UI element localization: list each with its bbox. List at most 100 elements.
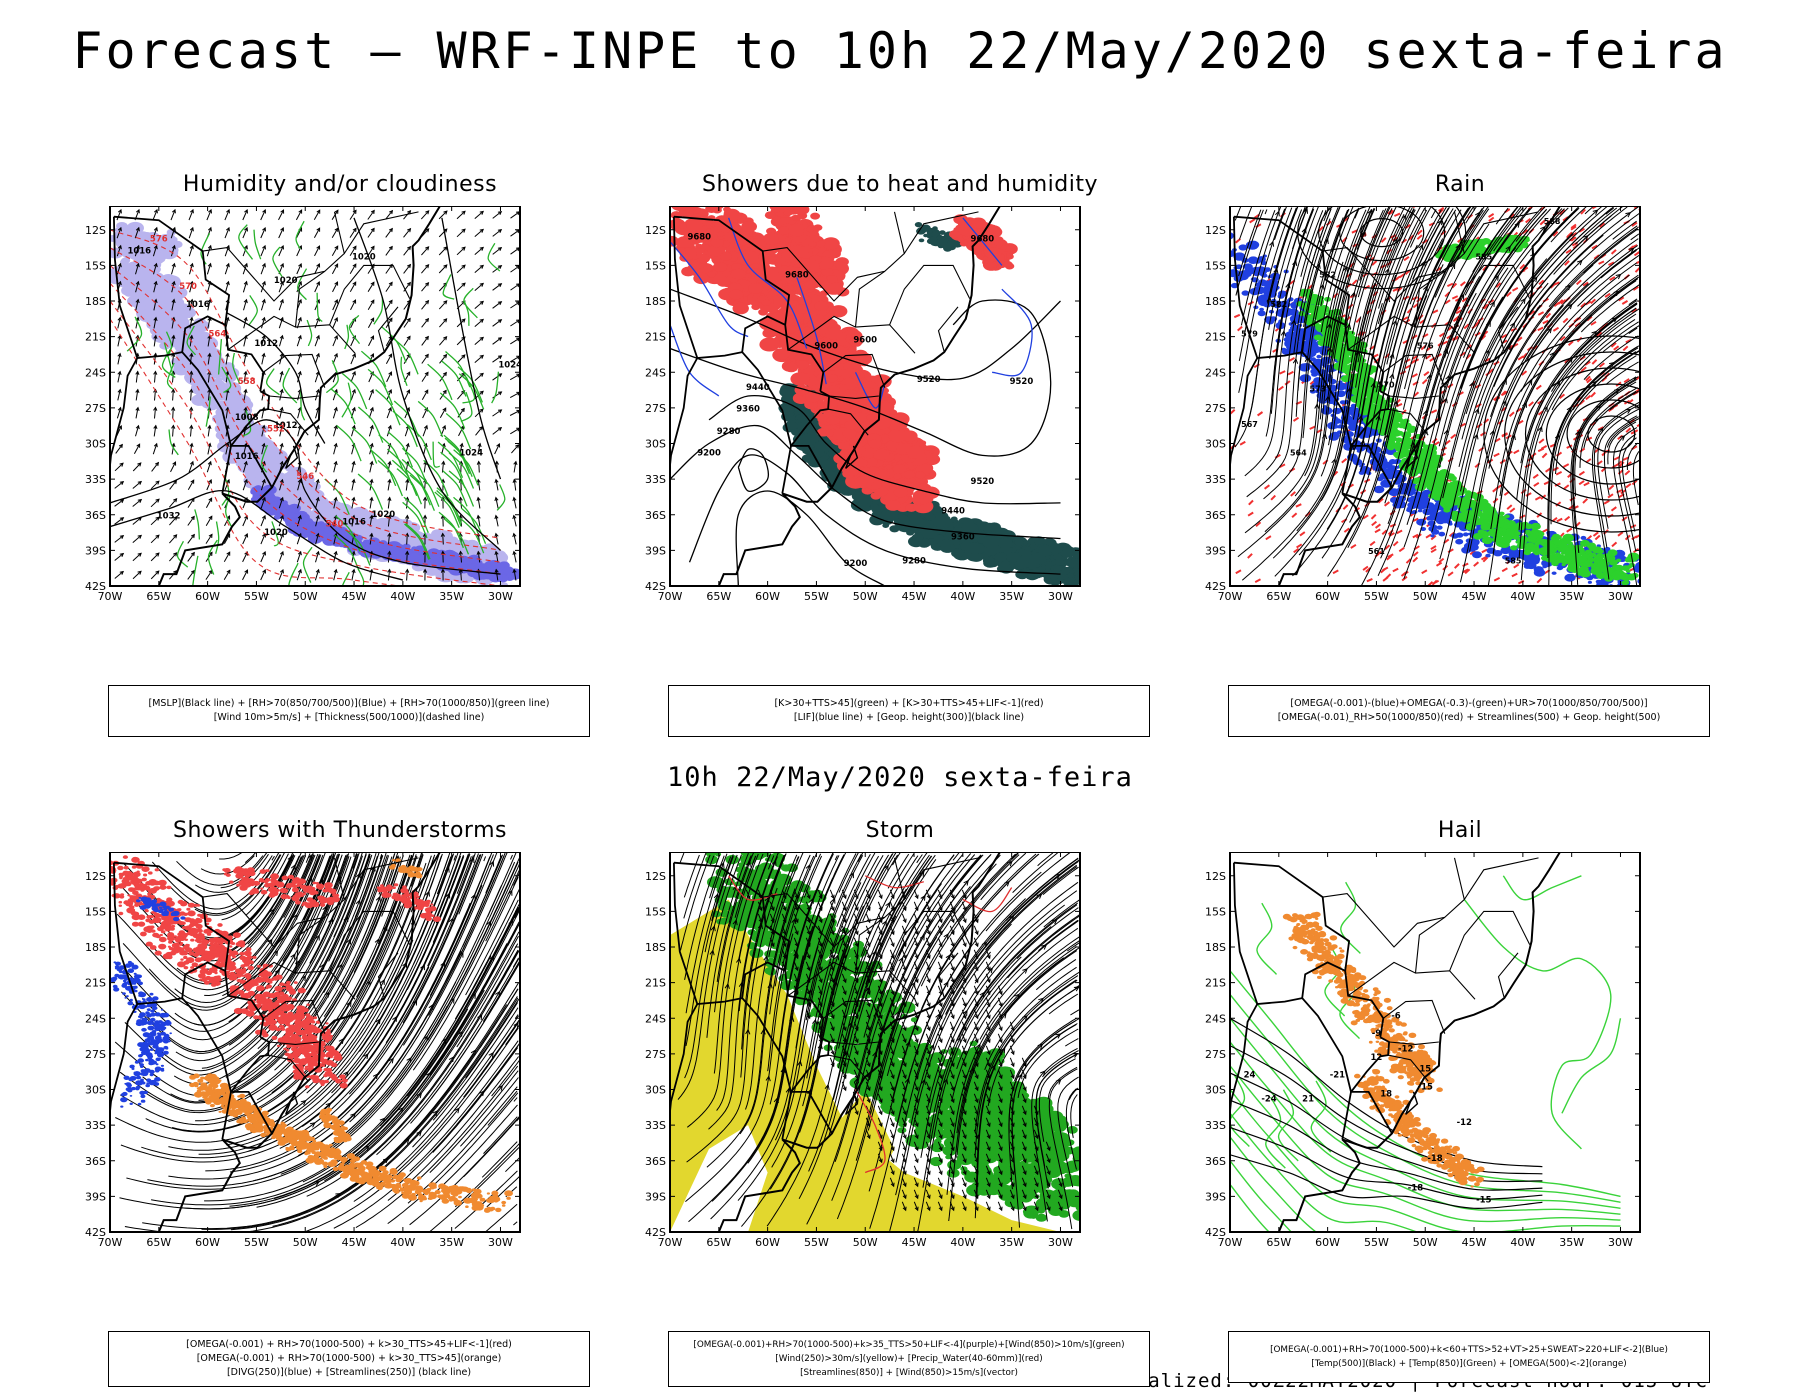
lat-tick-label: 12S (85, 870, 106, 883)
legend-rain: [OMEGA(-0.001)-(blue)+OMEGA(-0.3)-(green… (1228, 685, 1710, 737)
contour-label: 585 (1505, 556, 1522, 565)
lon-tick-label: 45W (1462, 1236, 1487, 1249)
lat-tick-label: 42S (645, 1226, 666, 1239)
lat-tick-label: 15S (1205, 905, 1226, 918)
lat-tick-label: 15S (85, 905, 106, 918)
contour-label: 9600 (853, 336, 877, 346)
lon-tick-label: 50W (1413, 590, 1438, 603)
contour-label: 582 (1270, 300, 1287, 309)
map-rain: 588 585 582 579 576 573 570 567 564 561 585 582 12S 1… (1180, 206, 1740, 676)
lon-tick-label: 55W (1364, 590, 1389, 603)
lat-tick-label: 18S (645, 941, 666, 954)
lon-tick-label: 40W (1510, 1236, 1535, 1249)
legend-line: [OMEGA(-0.001)+RH>70(1000-500)+k>35_TTS>… (693, 1340, 1125, 1350)
lon-tick-label: 50W (853, 1236, 878, 1249)
lon-tick-label: 45W (902, 1236, 927, 1249)
contour-label: 582 (1319, 270, 1336, 279)
lon-tick-label: 60W (1315, 590, 1340, 603)
lat-tick-label: 27S (85, 1048, 106, 1061)
lat-tick-label: 33S (85, 1119, 106, 1132)
lat-tick-label: 24S (85, 366, 106, 379)
panel-title: Storm (865, 818, 935, 843)
map-thunderstorms: 12S 15S 18S 21S 24S 27S 30S 33S 36S 39S 42S 70W 65W 6… (60, 852, 620, 1322)
lat-tick-label: 39S (1205, 544, 1226, 557)
legend-line: [DIVG(250)](blue) + [Streamlines(250)] (… (226, 1367, 472, 1378)
lon-tick-label: 35W (999, 590, 1024, 603)
lon-tick-label: 45W (902, 590, 927, 603)
contour-label: 18 (1380, 1090, 1392, 1100)
contour-label: 9280 (902, 556, 926, 566)
contour-label: -18 (1408, 1183, 1423, 1193)
contour-label: 1020 (352, 252, 376, 262)
lon-tick-label: 35W (439, 590, 464, 603)
contour-label: 1020 (274, 276, 298, 286)
lon-tick-label: 60W (1315, 1236, 1340, 1249)
contour-label: 1012 (274, 421, 298, 431)
contour-label: 561 (1368, 547, 1385, 556)
panel-title: Rain (1434, 172, 1486, 197)
lon-tick-label: 70W (1218, 1236, 1243, 1249)
lat-tick-label: 36S (85, 509, 106, 522)
lat-tick-label: 33S (1205, 1119, 1226, 1132)
map-showers-heat: 9680 9600 9520 9440 9360 9280 9200 9200 9280 9360… (620, 206, 1180, 676)
lat-tick-label: 12S (1205, 870, 1226, 883)
lat-tick-label: 39S (645, 544, 666, 557)
contour-label: 9680 (687, 232, 711, 242)
legend-line: [OMEGA(-0.001) + RH>70(1000-500) + k>30_… (196, 1353, 502, 1364)
lat-tick-label: 18S (1205, 941, 1226, 954)
lat-tick-label: 21S (1205, 977, 1226, 990)
panel-storm: Storm 12S 15S 18S 21S 24S 27S 30S 33S 36S 39S 42S 7… (620, 818, 1180, 1387)
lon-tick-label: 55W (244, 590, 269, 603)
lat-tick-label: 12S (645, 870, 666, 883)
lat-tick-label: 24S (1205, 366, 1226, 379)
lat-tick-label: 30S (85, 1084, 106, 1097)
contour-label: 1024 (459, 448, 483, 458)
lat-tick-label: 18S (645, 295, 666, 308)
lon-tick-label: 35W (439, 1236, 464, 1249)
lon-tick-label: 70W (98, 1236, 123, 1249)
panel-thunderstorms: Showers with Thunderstorms 12S 15S 18S 21S 2… (60, 818, 620, 1387)
contour-label: -9 (1372, 1029, 1382, 1039)
valid-time-subtitle: 10h 22/May/2020 sexta-feira (667, 762, 1133, 793)
contour-label: 15 (1419, 1065, 1431, 1075)
lat-tick-label: 36S (1205, 509, 1226, 522)
lon-tick-label: 65W (146, 590, 171, 603)
panel-showers-heat: Showers due to heat and humidity 9680 960… (620, 172, 1180, 737)
contour-label: 588 (1544, 217, 1561, 226)
lon-tick-label: 70W (658, 590, 683, 603)
contour-label: 12 (1371, 1053, 1383, 1063)
lat-tick-label: 21S (645, 331, 666, 344)
contour-label: 540 (326, 520, 344, 530)
lat-tick-label: 39S (645, 1190, 666, 1203)
lat-tick-label: 27S (645, 1048, 666, 1061)
contour-label: 9440 (941, 507, 965, 517)
lon-tick-label: 45W (342, 590, 367, 603)
contour-label: 9680 (971, 235, 995, 245)
lon-tick-label: 45W (1462, 590, 1487, 603)
contour-label: -24 (1261, 1094, 1276, 1104)
lat-tick-label: 42S (85, 1226, 106, 1239)
lon-tick-label: 40W (950, 1236, 975, 1249)
contour-label: 570 (1378, 381, 1395, 390)
lat-tick-label: 36S (645, 1155, 666, 1168)
lon-tick-label: 70W (1218, 590, 1243, 603)
lon-tick-label: 55W (244, 1236, 269, 1249)
lon-tick-label: 70W (658, 1236, 683, 1249)
lon-tick-label: 45W (342, 1236, 367, 1249)
lon-tick-label: 55W (1364, 1236, 1389, 1249)
lon-tick-label: 65W (706, 590, 731, 603)
lon-tick-label: 35W (999, 1236, 1024, 1249)
contour-label: -15 (1476, 1195, 1491, 1205)
contour-label: 1016 (127, 247, 151, 257)
lat-tick-label: 33S (85, 473, 106, 486)
legend-line: [MSLP](Black line) + [RH>70(850/700/500)… (148, 698, 550, 709)
lon-tick-label: 35W (1559, 1236, 1584, 1249)
lat-tick-label: 39S (85, 1190, 106, 1203)
lat-tick-label: 36S (645, 509, 666, 522)
lon-tick-label: 60W (755, 590, 780, 603)
lat-tick-label: 27S (1205, 402, 1226, 415)
lat-tick-label: 24S (645, 366, 666, 379)
lat-tick-label: 21S (1205, 331, 1226, 344)
map-hail: -6 -9 -12 -15 -18 -21 -24 -12 -15 -18 12 15 18 21 24 12… (1180, 852, 1740, 1322)
lat-tick-label: 27S (1205, 1048, 1226, 1061)
